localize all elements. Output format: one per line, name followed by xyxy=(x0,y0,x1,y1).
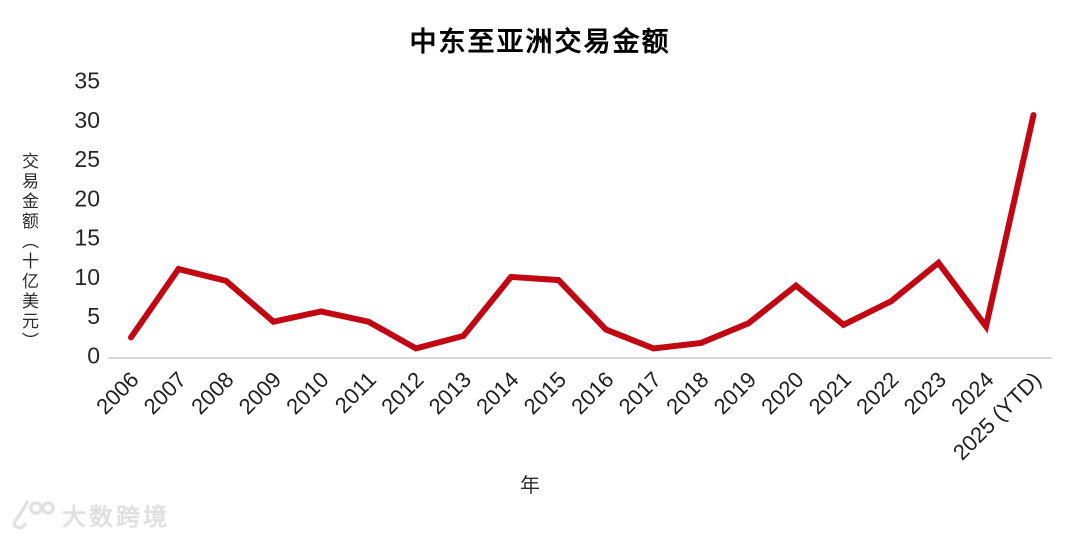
x-tick-label: 2018 xyxy=(661,367,713,419)
x-tick-label: 2017 xyxy=(614,367,666,419)
y-tick-label: 15 xyxy=(74,225,100,251)
x-tick-label: 2008 xyxy=(186,367,238,419)
x-tick-label: 2021 xyxy=(804,367,856,419)
x-tick-label: 2016 xyxy=(566,367,618,419)
y-tick-label: 20 xyxy=(74,185,100,211)
x-tick-label: 2023 xyxy=(899,367,951,419)
watermark-text: 大数跨境 xyxy=(62,504,170,531)
y-axis-title: 交易金额（十亿美元） xyxy=(19,152,38,352)
x-tick-label: 2019 xyxy=(709,367,761,419)
x-axis-title: 年 xyxy=(520,475,540,497)
x-tick-label: 2012 xyxy=(376,367,428,419)
x-tick-label: 2020 xyxy=(756,367,808,419)
y-tick-label: 30 xyxy=(74,107,100,133)
brand-100-icon xyxy=(12,499,55,529)
x-tick-label: 2006 xyxy=(91,367,143,419)
x-tick-label: 2013 xyxy=(424,367,476,419)
x-tick-label: 2014 xyxy=(471,367,523,419)
chart-title: 中东至亚洲交易金额 xyxy=(409,27,671,57)
watermark-logo: 大数跨境 xyxy=(10,497,170,532)
y-tick-label: 10 xyxy=(74,264,100,290)
x-tick-label: 2015 xyxy=(519,367,571,419)
x-tick-label: 2011 xyxy=(330,367,381,418)
y-tick-label: 35 xyxy=(74,68,100,94)
y-tick-label: 25 xyxy=(74,146,100,172)
x-tick-label: 2010 xyxy=(281,367,333,419)
x-tick-label: 2022 xyxy=(851,367,903,419)
y-tick-label: 0 xyxy=(87,343,100,369)
data-line-series xyxy=(128,112,1037,352)
y-tick-label: 5 xyxy=(87,303,100,329)
x-tick-label: 2009 xyxy=(234,367,286,419)
x-tick-label: 2007 xyxy=(139,367,191,419)
